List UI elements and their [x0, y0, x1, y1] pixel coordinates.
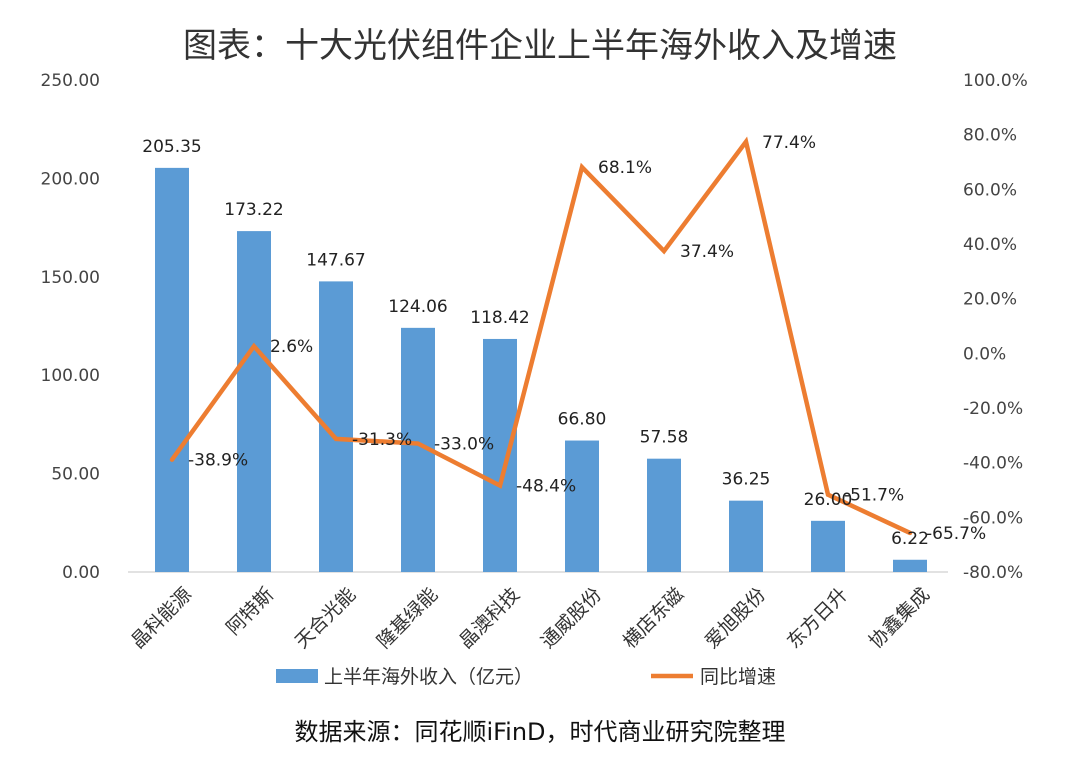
- bar: [811, 520, 845, 572]
- line-data-labels: -38.9% 2.6% -31.3% -33.0% -48.4% 68.1% 37.4% 77…: [188, 133, 986, 544]
- category-label: 协鑫集成: [865, 584, 934, 653]
- right-tick-label: 100.0%: [963, 71, 1028, 91]
- line-value-label: -31.3%: [352, 430, 412, 450]
- category-label: 横店东磁: [619, 584, 688, 653]
- line-value-label: 77.4%: [762, 133, 816, 153]
- category-label: 晶澳科技: [455, 584, 524, 653]
- right-tick-label: 0.0%: [963, 344, 1006, 364]
- growth-line: [169, 136, 913, 536]
- category-labels: 晶科能源 阿特斯 天合光能 隆基绿能 晶澳科技 通威股份 横店东磁 爱旭股份 东方日升 协鑫集成: [127, 584, 934, 653]
- bar-data-labels: 205.35 173.22 147.67 124.06 118.42 66.80 57.58…: [142, 137, 929, 549]
- right-tick-label: 80.0%: [963, 126, 1017, 146]
- bar-value-label: 147.67: [306, 250, 365, 270]
- bar: [155, 167, 189, 572]
- source-note: 数据来源：同花顺iFinD，时代商业研究院整理: [294, 718, 786, 746]
- bar-series: [155, 167, 927, 573]
- right-tick-label: 40.0%: [963, 235, 1017, 255]
- bar-value-label: 173.22: [224, 200, 283, 220]
- left-axis-ticks: 0.00 50.00 100.00 150.00 200.00 250.00: [41, 71, 100, 583]
- right-tick-label: 60.0%: [963, 180, 1017, 200]
- bar-value-label: 205.35: [142, 137, 201, 157]
- right-tick-label: -40.0%: [963, 454, 1023, 474]
- bar: [729, 500, 763, 572]
- line-value-label: 68.1%: [598, 158, 652, 178]
- left-tick-label: 150.00: [41, 268, 100, 288]
- bar: [893, 559, 927, 572]
- category-label: 晶科能源: [127, 584, 196, 653]
- line-value-label: 37.4%: [680, 242, 734, 262]
- category-label: 通威股份: [537, 584, 606, 653]
- right-tick-label: 20.0%: [963, 290, 1017, 310]
- category-label: 阿特斯: [222, 584, 278, 640]
- bar-value-label: 124.06: [388, 297, 447, 317]
- bar-value-label: 36.25: [722, 470, 771, 490]
- left-tick-label: 200.00: [41, 169, 100, 189]
- left-tick-label: 100.00: [41, 366, 100, 386]
- line-value-label: -65.7%: [926, 524, 986, 544]
- legend-line-label: 同比增速: [700, 666, 776, 688]
- right-tick-label: -80.0%: [963, 563, 1023, 583]
- line-value-label: -33.0%: [434, 435, 494, 455]
- bar-value-label: 6.22: [891, 529, 929, 549]
- legend: 上半年海外收入（亿元） 同比增速: [276, 666, 776, 688]
- category-label: 东方日升: [783, 584, 852, 653]
- category-label: 爱旭股份: [701, 584, 770, 653]
- left-tick-label: 0.00: [62, 563, 100, 583]
- right-tick-label: -20.0%: [963, 399, 1023, 419]
- bar: [483, 338, 517, 572]
- line-value-label: -51.7%: [844, 486, 904, 506]
- bar: [237, 231, 271, 573]
- category-label: 天合光能: [291, 584, 360, 653]
- left-tick-label: 250.00: [41, 71, 100, 91]
- bar: [565, 440, 599, 572]
- left-tick-label: 50.00: [51, 465, 100, 485]
- legend-bar-swatch: [276, 669, 318, 683]
- chart-title: 图表：十大光伏组件企业上半年海外收入及增速: [183, 26, 897, 66]
- right-axis-ticks: -80.0% -60.0% -40.0% -20.0% 0.0% 20.0% 40.0% 60…: [963, 71, 1028, 583]
- bar-value-label: 118.42: [470, 308, 529, 328]
- category-label: 隆基绿能: [373, 584, 442, 653]
- bar-value-label: 66.80: [558, 410, 607, 430]
- bar-value-label: 26.00: [804, 490, 853, 510]
- line-value-label: -48.4%: [516, 477, 576, 497]
- bar-value-label: 57.58: [640, 428, 689, 448]
- line-series: [169, 136, 913, 536]
- line-value-label: -38.9%: [188, 451, 248, 471]
- right-tick-label: -60.0%: [963, 508, 1023, 528]
- line-value-label: 2.6%: [270, 337, 313, 357]
- bar: [647, 458, 681, 572]
- legend-bar-label: 上半年海外收入（亿元）: [324, 666, 533, 688]
